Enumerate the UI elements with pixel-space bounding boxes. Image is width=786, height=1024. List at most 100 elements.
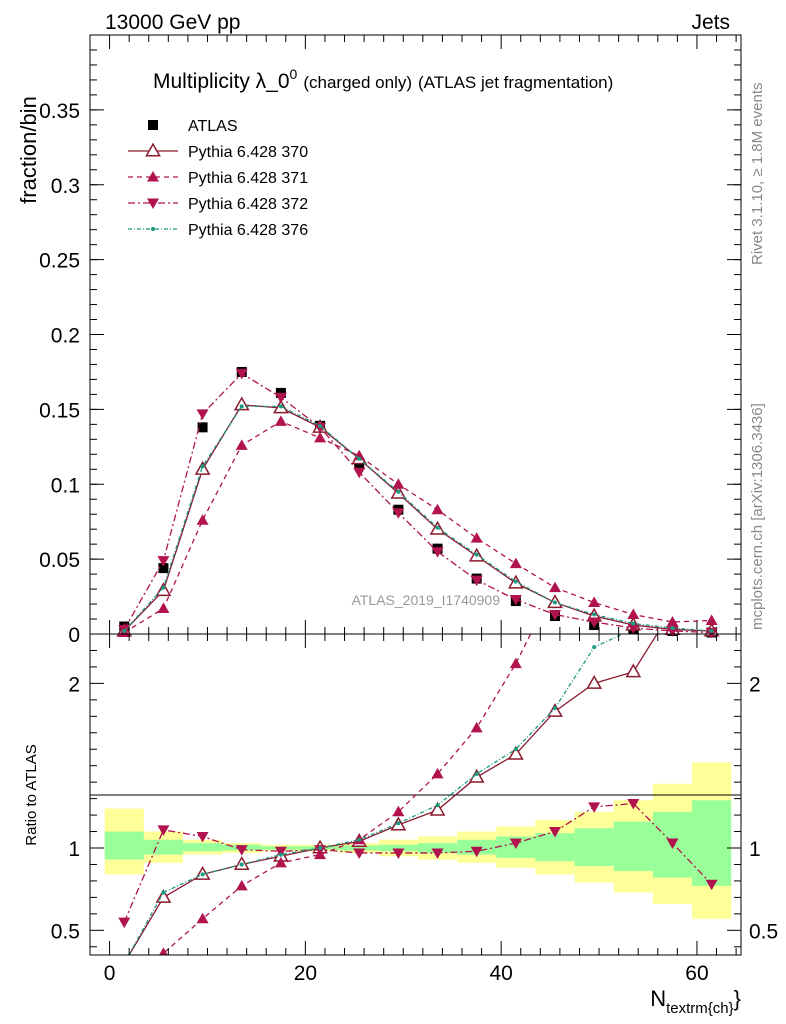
main-panel: 00.050.10.150.20.250.30.35 fraction/bin …	[16, 34, 742, 647]
ratio-point	[553, 706, 557, 711]
ratio-point	[353, 848, 366, 859]
data-point	[392, 478, 405, 489]
x-axis-label-close: }	[734, 986, 741, 1011]
ratio-point	[118, 982, 130, 993]
series-line	[123, 405, 712, 632]
data-point	[314, 431, 327, 443]
ratio-xtick-label: 20	[294, 962, 317, 985]
ratio-point	[507, 745, 524, 760]
main-series	[116, 366, 720, 639]
title-main: Multiplicity λ_00 (charged only) (ATLAS je…	[153, 66, 613, 93]
ratio-series	[118, 430, 718, 993]
data-point	[588, 617, 601, 629]
data-point	[274, 392, 287, 404]
data-point	[435, 525, 440, 530]
ratio-ytick-label: 2	[68, 673, 80, 696]
ratio-point	[509, 838, 522, 850]
ratio-point	[157, 825, 170, 836]
data-point	[553, 600, 557, 605]
title-tail: (ATLAS jet fragmentation)	[418, 73, 613, 92]
x-axis-label-sub: textrm{ch}	[666, 1000, 734, 1017]
ratio-point	[474, 771, 479, 776]
data-point	[353, 449, 366, 461]
ratio-point	[509, 657, 522, 669]
series-line	[123, 404, 712, 632]
legend-marker	[148, 120, 158, 130]
ratio-point	[274, 846, 287, 858]
legend-marker	[151, 227, 155, 231]
green-band	[104, 831, 144, 860]
main-ytick-label: 0.3	[51, 175, 80, 198]
ratio-xtick-label: 0	[104, 962, 116, 985]
ratio-line	[123, 802, 713, 923]
mcplots-label: mcplots.cern.ch [arXiv:1306.3436]	[749, 403, 766, 630]
data-point	[631, 621, 636, 626]
x-axis-label: Ntextrm{ch}}	[650, 986, 741, 1017]
data-point	[196, 514, 209, 525]
ratio-point	[429, 801, 446, 816]
ratio-point	[392, 805, 405, 817]
ratio-point	[124, 954, 125, 955]
data-point	[509, 557, 522, 569]
data-point	[627, 608, 640, 620]
data-point	[233, 396, 250, 411]
ratio-point	[196, 912, 209, 924]
green-band	[378, 844, 418, 852]
ratio-point	[627, 430, 639, 441]
green-band	[183, 843, 223, 852]
ratio-point	[666, 602, 679, 614]
data-point	[353, 467, 366, 479]
ratio-ylabel: Ratio to ATLAS	[23, 744, 40, 845]
data-point	[392, 508, 405, 519]
ratio-line	[160, 634, 532, 955]
data-point	[670, 626, 675, 631]
header-right: Jets	[691, 11, 730, 34]
green-band	[143, 839, 183, 855]
green-band	[613, 821, 653, 872]
ratio-point	[159, 947, 168, 955]
data-point	[474, 552, 479, 557]
ratio-ytick-label-right: 1	[749, 838, 761, 861]
ratio-point	[235, 879, 248, 891]
plot-title: Multiplicity λ_00 (charged only) (ATLAS je…	[153, 66, 613, 93]
series-line	[123, 372, 712, 634]
ratio-point	[161, 890, 166, 895]
ratio-panel: 0.5 0.51 12 20 20 40 60 Ratio to ATLAS Ntextrm…	[23, 430, 778, 1017]
ratio-ytick-label-right: 2	[749, 673, 761, 696]
ratio-point	[592, 645, 597, 650]
data-point	[431, 503, 444, 515]
header-left: 13000 GeV pp	[105, 11, 240, 34]
main-ytick-label: 0	[68, 624, 80, 647]
data-point	[709, 629, 714, 634]
green-band	[535, 833, 575, 862]
data-point	[318, 423, 323, 428]
data-point	[357, 456, 362, 461]
data-point	[235, 439, 248, 450]
data-point	[592, 612, 597, 617]
ratio-point	[470, 721, 483, 733]
ratio-point	[588, 513, 600, 524]
rivet-label: Rivet 3.1.10, ≥ 1.8M events	[749, 83, 766, 266]
data-point	[513, 579, 518, 584]
ratio-point	[670, 599, 674, 603]
data-point	[509, 595, 522, 606]
ratio-line	[128, 634, 658, 955]
ratio-point	[547, 702, 563, 717]
data-point	[239, 404, 244, 409]
ratio-point	[549, 827, 561, 838]
green-band	[417, 843, 458, 853]
ratio-point	[513, 747, 518, 752]
legend-label: Pythia 6.428 376	[188, 222, 308, 239]
ratio-point	[122, 961, 126, 965]
data-point	[158, 563, 169, 574]
data-point	[314, 422, 327, 434]
main-ytick-label: 0.1	[51, 474, 80, 497]
series-line	[123, 420, 712, 634]
legend-label: Pythia 6.428 371	[188, 170, 308, 187]
data-point	[278, 404, 283, 409]
ratio-point	[196, 831, 209, 843]
legend: ATLAS Pythia 6.428 370 Pythia 6.428 371 Pyt…	[128, 118, 308, 239]
title-small: (charged only)	[303, 73, 412, 92]
title-superscript: 0	[290, 66, 298, 82]
